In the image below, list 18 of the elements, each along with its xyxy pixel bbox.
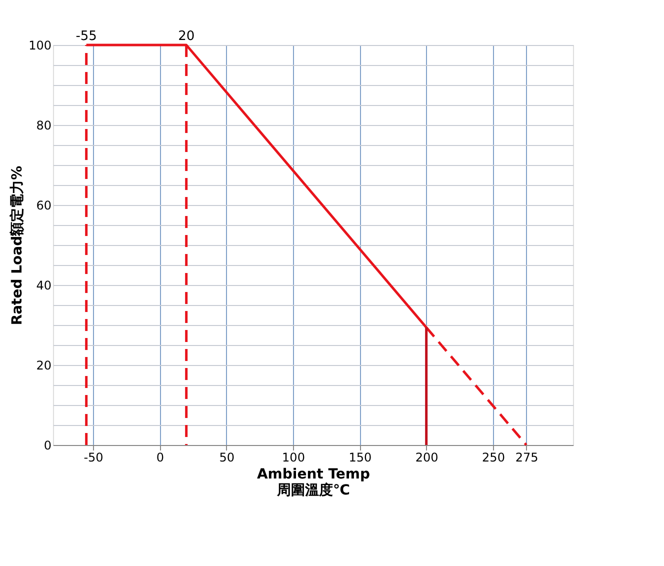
x-tick-label: 200: [415, 450, 438, 464]
x-axis-title: Ambient Temp 周圍溫度℃: [256, 466, 370, 498]
y-tick-label: 40: [36, 278, 52, 292]
annotation: 20: [178, 29, 195, 44]
x-tick-label: 250: [482, 450, 505, 464]
y-axis-title: Rated Load額定電力%: [8, 166, 26, 326]
x-tick-label: 50: [219, 450, 234, 464]
y-tick-label: 0: [44, 438, 52, 452]
annotation: -55: [76, 29, 97, 44]
x-tick-label: 275: [515, 450, 538, 464]
x-tick-label: 150: [348, 450, 372, 464]
x-tick-label: 0: [156, 450, 164, 464]
y-tick-label: 60: [36, 198, 52, 212]
x-tick-label: -50: [84, 450, 104, 464]
y-tick-label: 100: [28, 38, 52, 52]
x-tick-label: 100: [282, 450, 305, 464]
y-tick-label: 20: [36, 358, 52, 372]
y-tick-label: 80: [36, 118, 52, 132]
